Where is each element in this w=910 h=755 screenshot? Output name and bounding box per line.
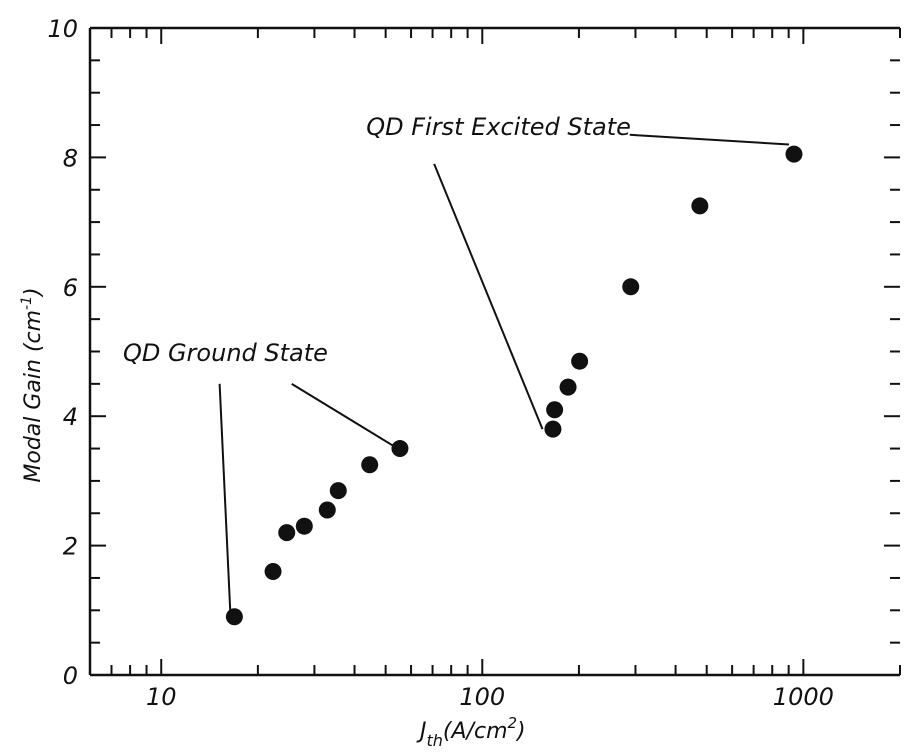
annotation-ground-state: QD Ground State	[123, 339, 328, 367]
y-tick-label: 8	[63, 144, 78, 172]
annotation-leader-line	[291, 382, 393, 447]
x-axis-title-main: J	[416, 719, 427, 744]
annotation-leader-line	[218, 383, 232, 611]
y-tick-label: 4	[63, 403, 78, 431]
data-point	[361, 456, 379, 474]
x-axis-title-sup: 2	[508, 714, 518, 732]
x-tick-label: 10	[146, 683, 177, 711]
x-axis-title: Jth(A/cm2)	[416, 714, 526, 750]
data-point	[391, 440, 409, 458]
x-tick-label: 1000	[773, 683, 834, 711]
x-axis-title-sub: th	[427, 731, 443, 750]
y-axis-title-sup: -1	[19, 296, 35, 310]
data-point	[329, 482, 347, 500]
annotation-leader-line	[433, 163, 544, 430]
data-point	[622, 278, 640, 296]
annotations: QD Ground State QD First Excited State	[123, 113, 631, 367]
data-point	[544, 420, 562, 438]
data-point	[559, 378, 577, 396]
y-tick-label: 2	[63, 533, 78, 561]
x-tick-labels: 10 100 1000	[146, 683, 834, 711]
x-axis-ticks	[89, 28, 901, 675]
x-axis-title-close: )	[515, 719, 526, 744]
annotation-leaders	[218, 133, 790, 611]
data-point	[225, 608, 243, 626]
data-point	[691, 197, 709, 215]
y-axis-title: Modal Gain (cm-1)	[19, 287, 46, 482]
y-axis-title-main: Modal Gain (cm	[21, 310, 46, 483]
y-axis-title-close: )	[21, 287, 46, 298]
data-point	[318, 501, 336, 519]
data-point	[278, 524, 296, 542]
y-tick-label: 6	[63, 274, 78, 302]
y-tick-labels: 0 2 4 6 8 10	[47, 15, 78, 690]
x-tick-label: 100	[459, 683, 505, 711]
annotation-first-excited-state: QD First Excited State	[366, 113, 631, 141]
data-points	[225, 145, 803, 626]
y-tick-label: 0	[63, 662, 78, 690]
y-tick-label: 10	[47, 15, 78, 43]
data-point	[546, 401, 564, 419]
annotation-leader-line	[629, 133, 790, 146]
data-point	[264, 562, 282, 580]
data-point	[295, 517, 313, 535]
data-point	[785, 145, 803, 163]
y-axis-ticks	[90, 27, 900, 676]
data-point	[571, 352, 589, 370]
x-axis-title-unit: (A/cm	[443, 719, 508, 744]
